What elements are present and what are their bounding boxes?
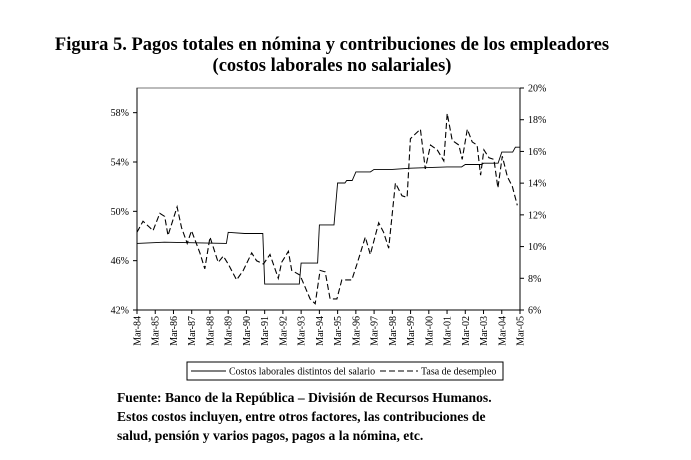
chart-subtitle: (costos laborales no salariales) <box>212 56 452 76</box>
x-tick-label: Mar-93 <box>297 316 308 346</box>
right-tick-label: 16% <box>528 147 546 158</box>
x-tick-label: Mar-04 <box>497 316 508 346</box>
x-tick-label: Mar-94 <box>315 316 326 346</box>
x-tick-label: Mar-85 <box>151 316 162 346</box>
right-tick-label: 14% <box>528 179 546 190</box>
x-tick-label: Mar-00 <box>424 316 435 346</box>
x-tick-label: Mar-88 <box>205 316 216 346</box>
right-tick-label: 10% <box>528 242 546 253</box>
x-tick-label: Mar-91 <box>260 316 271 346</box>
x-tick-label: Mar-99 <box>406 316 417 346</box>
series-line-costos-laborales <box>136 146 520 285</box>
legend: Costos laborales distintos del salario T… <box>186 361 504 381</box>
x-tick-label: Mar-90 <box>242 316 253 346</box>
right-tick-label: 12% <box>528 210 546 221</box>
left-tick-label: 46% <box>111 256 129 267</box>
left-tick-label: 58% <box>111 108 129 119</box>
x-tick-label: Mar-97 <box>370 316 381 346</box>
note-line-3: salud, pensión y varios pagos, pagos a l… <box>117 428 424 443</box>
x-tick-label: Mar-05 <box>516 316 527 346</box>
plot-area <box>136 87 521 311</box>
x-tick-label: Mar-01 <box>443 316 454 346</box>
left-tick-label: 54% <box>111 158 129 169</box>
x-tick-label: Mar-92 <box>278 316 289 346</box>
legend-label-costos: Costos laborales distintos del salario <box>229 367 375 378</box>
right-tick-label: 20% <box>528 84 546 95</box>
left-tick-label: 42% <box>111 306 129 317</box>
note-line-1: Fuente: Banco de la República – División… <box>117 390 492 405</box>
x-tick-label: Mar-86 <box>169 316 180 346</box>
right-tick-label: 8% <box>528 274 541 285</box>
x-tick-label: Mar-87 <box>187 316 198 346</box>
legend-box <box>186 361 504 381</box>
legend-label-desempleo: Tasa de desempleo <box>421 367 496 378</box>
x-tick-label: Mar-98 <box>388 316 399 346</box>
source-note: Fuente: Banco de la República – División… <box>117 388 559 445</box>
right-tick-label: 18% <box>528 115 546 126</box>
x-tick-label: Mar-95 <box>333 316 344 346</box>
x-tick-label: Mar-03 <box>479 316 490 346</box>
x-tick-label: Mar-96 <box>351 316 362 346</box>
note-line-2: Estos costos incluyen, entre otros facto… <box>117 409 486 424</box>
chart-title: Figura 5. Pagos totales en nómina y cont… <box>54 35 610 55</box>
x-tick-label: Mar-84 <box>133 316 144 346</box>
x-tick-label: Mar-89 <box>224 316 235 346</box>
right-tick-label: 6% <box>528 306 541 317</box>
series-line-tasa-desempleo <box>136 113 518 305</box>
left-tick-label: 50% <box>111 207 129 218</box>
x-tick-label: Mar-02 <box>461 316 472 346</box>
